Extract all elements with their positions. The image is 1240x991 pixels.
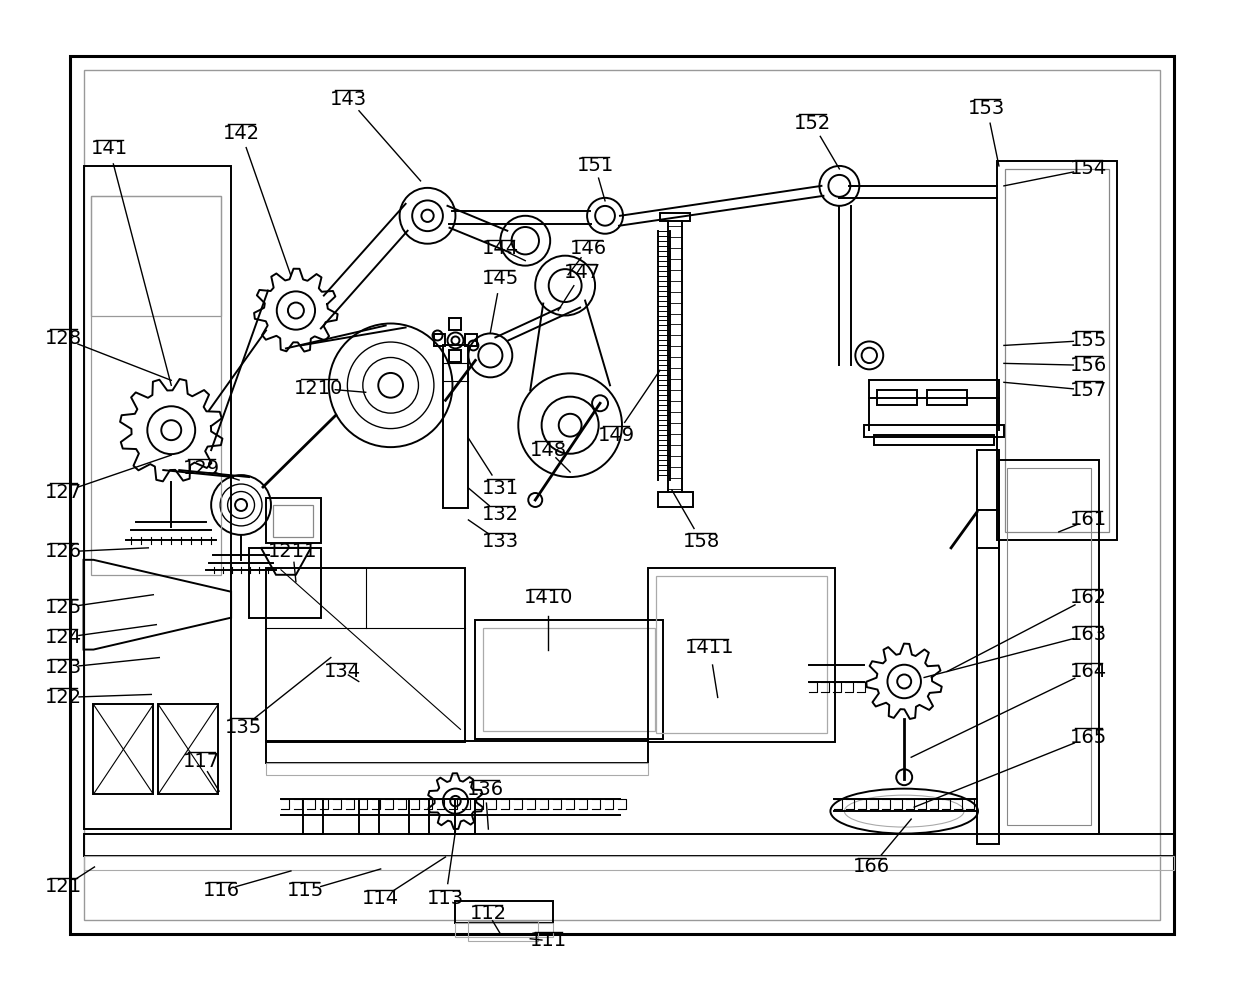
Text: 158: 158	[683, 532, 720, 551]
Text: 149: 149	[598, 426, 635, 445]
Bar	[977, 450, 999, 844]
Text: 132: 132	[482, 505, 518, 524]
Text: 125: 125	[45, 599, 82, 617]
Bar	[267, 763, 649, 775]
Bar	[273, 505, 312, 537]
Text: 1210: 1210	[294, 379, 343, 397]
Bar	[656, 576, 827, 733]
Text: 152: 152	[794, 114, 831, 133]
Bar	[69, 56, 1174, 934]
Bar	[83, 165, 231, 829]
Bar	[303, 799, 322, 834]
Bar	[1004, 168, 1109, 532]
Text: 117: 117	[182, 752, 219, 771]
Text: 129: 129	[182, 459, 219, 478]
Bar	[455, 901, 553, 923]
Bar	[83, 856, 1174, 870]
Bar	[484, 627, 655, 731]
Text: 164: 164	[1070, 662, 1107, 681]
Bar	[83, 70, 1161, 920]
Bar	[660, 213, 689, 221]
Text: 134: 134	[324, 662, 361, 681]
Text: 157: 157	[1070, 381, 1107, 399]
Text: 145: 145	[481, 270, 520, 288]
Text: 153: 153	[968, 98, 1006, 118]
Bar	[469, 921, 538, 940]
Text: 115: 115	[288, 881, 325, 901]
Text: 165: 165	[1070, 727, 1107, 747]
Text: 155: 155	[1070, 331, 1107, 350]
Text: 1411: 1411	[684, 638, 734, 657]
Text: 113: 113	[427, 889, 464, 909]
Bar	[449, 318, 461, 330]
Text: 127: 127	[45, 483, 82, 501]
Bar	[444, 346, 469, 508]
Text: 147: 147	[563, 264, 600, 282]
Bar	[93, 705, 154, 794]
Text: 166: 166	[853, 857, 890, 876]
Text: 123: 123	[45, 658, 82, 677]
Text: 135: 135	[224, 717, 262, 737]
Bar	[465, 334, 477, 347]
Bar	[475, 619, 663, 739]
Text: 156: 156	[1070, 356, 1107, 375]
Text: 121: 121	[45, 877, 82, 897]
Bar	[864, 425, 1004, 437]
Text: 111: 111	[529, 932, 567, 950]
Bar	[874, 435, 994, 445]
Text: 131: 131	[482, 479, 518, 497]
Bar	[249, 548, 321, 617]
Text: 126: 126	[45, 542, 82, 561]
Text: 162: 162	[1070, 589, 1107, 607]
Text: 161: 161	[1070, 510, 1107, 529]
Text: 1410: 1410	[523, 589, 573, 607]
Bar	[92, 196, 221, 315]
Text: 151: 151	[577, 157, 614, 175]
Text: 128: 128	[45, 329, 82, 348]
Text: 124: 124	[45, 628, 82, 647]
Text: 141: 141	[91, 140, 128, 159]
Bar	[997, 161, 1116, 540]
Text: 163: 163	[1070, 625, 1107, 644]
Bar	[658, 492, 693, 507]
Text: 112: 112	[470, 905, 507, 924]
Bar	[92, 196, 221, 575]
Text: 143: 143	[330, 89, 367, 109]
Bar	[455, 923, 553, 936]
Text: 133: 133	[482, 532, 518, 551]
Bar	[83, 834, 1174, 856]
Text: 146: 146	[569, 239, 606, 259]
Bar	[869, 381, 999, 398]
Text: 114: 114	[362, 889, 399, 909]
Text: 148: 148	[529, 441, 567, 460]
Bar	[877, 390, 918, 405]
Text: 122: 122	[45, 688, 82, 707]
Bar	[449, 351, 461, 363]
Bar	[358, 799, 378, 834]
Bar	[159, 705, 218, 794]
Bar	[928, 390, 967, 405]
Bar	[267, 498, 321, 543]
Bar	[649, 568, 836, 742]
Bar	[455, 799, 475, 834]
Text: 1211: 1211	[268, 542, 317, 561]
Bar	[999, 460, 1099, 834]
Text: 136: 136	[466, 780, 503, 799]
Text: 144: 144	[482, 239, 518, 259]
Text: 116: 116	[202, 881, 239, 901]
Bar	[267, 741, 649, 763]
Bar	[1007, 468, 1091, 826]
Bar	[434, 334, 445, 347]
Bar	[409, 799, 429, 834]
Text: 154: 154	[1070, 160, 1107, 178]
Bar	[267, 568, 465, 742]
Text: 142: 142	[222, 124, 259, 143]
